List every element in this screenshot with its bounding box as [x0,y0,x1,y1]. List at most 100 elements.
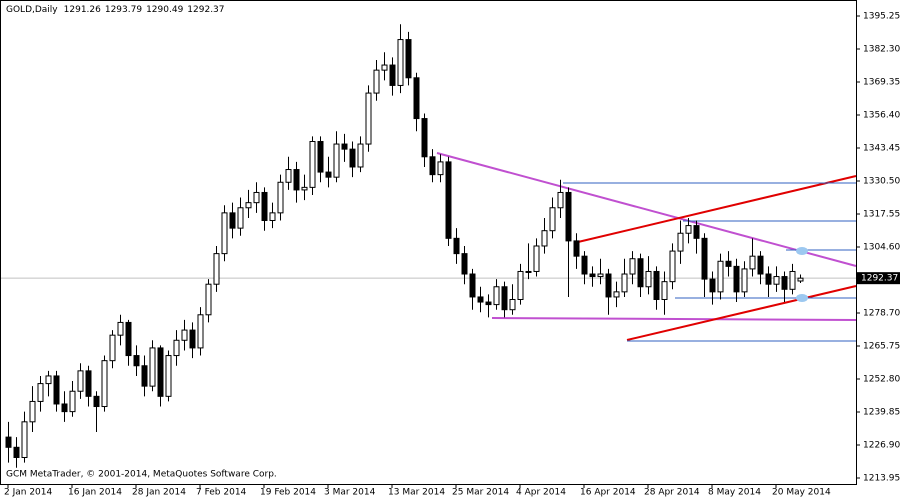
candle-body [229,212,236,229]
x-tick-label: 7 Feb 2014 [196,488,247,498]
candle-body [5,436,12,448]
candle-body [189,329,196,349]
candle-body [589,273,596,278]
candle-body [685,225,692,234]
candle-body [373,69,380,94]
y-tick-label: 1239.85 [863,408,900,418]
candle-body [413,77,420,120]
candle-body [349,148,356,168]
candle-body [93,395,100,408]
candle-body [157,347,164,397]
candle-body [181,329,188,341]
candle-body [149,347,156,387]
candle-body [357,143,364,168]
x-tick-label: 16 Jan 2014 [68,488,122,498]
candle-body [741,268,748,293]
y-tick-label: 1265.75 [863,342,900,352]
candle-body [461,253,468,275]
y-tick-label: 1382.30 [863,44,900,54]
trend-line [577,175,857,243]
candle-body [437,161,444,176]
candle-body [653,270,660,300]
candle-body [213,253,220,285]
candle-body [621,273,628,293]
candle-body [77,370,84,392]
candle-body [485,301,492,306]
candle-body [389,64,396,86]
y-tick-label: 1369.35 [863,77,900,87]
x-tick-label: 20 May 2014 [772,488,831,498]
candle-body [717,260,724,293]
candle-body [477,296,484,303]
candle-body [469,273,476,298]
candle-body [45,375,52,385]
y-tick-label: 1252.80 [863,375,900,385]
candle-body [317,140,324,173]
candle-body [613,291,620,298]
candle-body [605,273,612,298]
marker-ellipse [796,294,808,302]
high-value: 1293.79 [105,5,142,15]
candle-body [117,321,124,336]
x-tick-label: 4 Apr 2014 [516,488,566,498]
candle-body [133,355,140,367]
candle-body [797,277,804,282]
candle-body [293,169,300,191]
low-value: 1290.49 [146,5,183,15]
candle-body [661,281,668,300]
candle-body [253,191,260,204]
x-tick-label: 16 Apr 2014 [580,488,636,498]
candle-body [237,207,244,229]
trend-line [491,317,857,321]
candle-body [709,278,716,293]
candle-body [517,270,524,300]
candle-body [765,273,772,285]
candle-body [261,191,268,221]
y-tick-label: 1330.50 [863,176,900,186]
candle-body [501,286,508,311]
candle-body [557,191,564,209]
candle-body [141,365,148,387]
candle-body [405,39,412,79]
candle-body [29,400,36,423]
x-tick-label: 19 Feb 2014 [260,488,316,498]
candle-body [245,202,252,209]
candle-body [269,212,276,221]
candle-body [773,276,780,285]
x-tick-label: 28 Apr 2014 [644,488,700,498]
candle-body [597,273,604,278]
candle-body [61,403,68,413]
y-tick-label: 1304.60 [863,243,900,253]
candle-body [309,140,316,188]
copyright: GCM MetaTrader, © 2001-2014, MetaQuotes … [6,470,277,480]
candle-body [509,298,516,311]
candle-body [53,375,60,405]
candle-body [445,161,452,239]
candle-body [493,286,500,306]
candle-body [69,390,76,413]
candle-body [701,237,708,280]
candle-body [397,39,404,86]
y-tick-label: 1213.95 [863,474,900,484]
trend-line [626,285,857,341]
current-price-label: 1292.37 [861,274,898,284]
candle-body [37,383,44,402]
candle-body [533,245,540,272]
candle-body [781,276,788,290]
chart-header: GOLD,Daily 1291.26 1293.79 1290.49 1292.37 [6,5,225,15]
candle-body [301,186,308,191]
candle-body [277,181,284,214]
candle-body [285,169,292,183]
candle-body [109,334,116,362]
x-tick-label: 8 May 2014 [708,488,761,498]
candle-body [645,270,652,288]
y-tick-label: 1278.70 [863,309,900,319]
candle-body [693,225,700,239]
y-tick-label: 1356.40 [863,110,900,120]
open-value: 1291.26 [64,5,101,15]
x-tick-label: 13 Mar 2014 [388,488,445,498]
candle-body [629,258,636,275]
candle-body [789,270,796,290]
candle-body [581,255,588,275]
